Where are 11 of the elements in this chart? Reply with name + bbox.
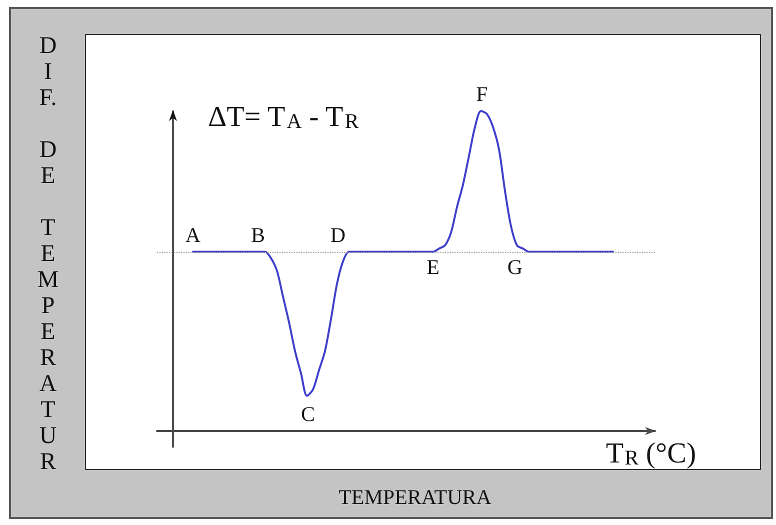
annotation: E	[426, 254, 440, 279]
annotation: D	[330, 222, 346, 247]
annotation: G	[507, 254, 523, 279]
annotation: C	[300, 402, 316, 426]
y-axis-title: ΔT= TA - TR	[208, 101, 359, 133]
text: DIF. DE TEMPERATUR	[37, 33, 59, 475]
text: TEMPERATURA	[338, 485, 492, 509]
annotation: B	[250, 222, 266, 247]
annotation: A	[185, 222, 202, 247]
annotation: F	[476, 82, 488, 106]
x-axis-title: TR (°C)	[606, 438, 696, 470]
